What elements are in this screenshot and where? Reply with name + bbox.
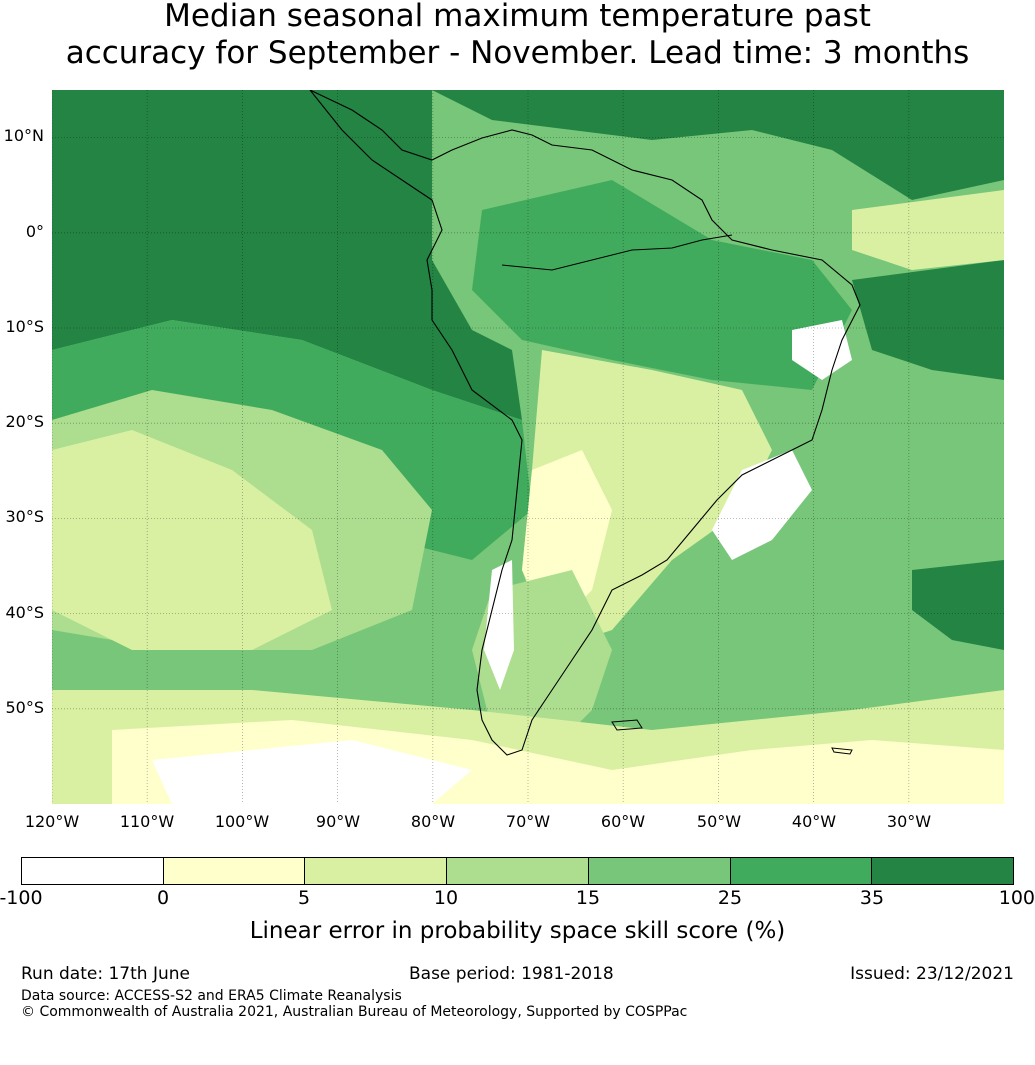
region-dark-atlantic bbox=[852, 260, 1004, 380]
legend-label: Linear error in probability space skill … bbox=[249, 918, 786, 944]
region-andes-white bbox=[484, 560, 514, 690]
lat-label-40s: 40°S bbox=[5, 603, 44, 622]
region-northeast-brazil-white bbox=[792, 320, 852, 380]
lon-label-100w: 100°W bbox=[214, 812, 270, 831]
lon-label-120w: 120°W bbox=[24, 812, 80, 831]
colorbar-segment bbox=[588, 858, 731, 884]
region-east-atlantic-pale bbox=[852, 190, 1004, 270]
lon-label-80w: 80°W bbox=[410, 812, 456, 831]
legend-tick: 0 bbox=[156, 887, 170, 909]
south-america-coastline bbox=[309, 90, 861, 756]
run-date: Run date: 17th June bbox=[21, 964, 190, 984]
base-period: Base period: 1981-2018 bbox=[409, 964, 614, 984]
copyright: © Commonwealth of Australia 2021, Austra… bbox=[21, 1004, 688, 1020]
region-southeast-brazil-white bbox=[712, 450, 812, 560]
region-amazon bbox=[472, 180, 852, 390]
region-southern-ocean-white bbox=[152, 740, 472, 804]
amazon-river bbox=[501, 234, 733, 271]
lon-label-40w: 40°W bbox=[791, 812, 837, 831]
colorbar-segment bbox=[730, 858, 873, 884]
tierra-del-fuego bbox=[611, 719, 853, 755]
lat-label-50s: 50°S bbox=[5, 698, 44, 717]
legend-tick: 25 bbox=[717, 887, 743, 909]
lon-label-60w: 60°W bbox=[600, 812, 646, 831]
legend-tick: -100 bbox=[0, 887, 43, 909]
legend-colorbar bbox=[21, 857, 1014, 885]
skill-score-map bbox=[52, 90, 1004, 804]
colorbar-segment bbox=[872, 858, 1014, 884]
lat-label-20s: 20°S bbox=[5, 412, 44, 431]
legend-tick: 5 bbox=[297, 887, 311, 909]
lon-label-110w: 110°W bbox=[119, 812, 175, 831]
legend-tick: 10 bbox=[433, 887, 459, 909]
map-title-line-2: accuracy for September - November. Lead … bbox=[65, 35, 970, 71]
legend-tick: 15 bbox=[575, 887, 601, 909]
lat-label-10n: 10°N bbox=[3, 126, 44, 145]
lon-label-30w: 30°W bbox=[886, 812, 932, 831]
region-dark-south-atlantic bbox=[912, 560, 1004, 650]
lon-label-70w: 70°W bbox=[505, 812, 551, 831]
map-canvas bbox=[52, 90, 1004, 804]
region-pale-pacific bbox=[52, 430, 332, 650]
data-source: Data source: ACCESS-S2 and ERA5 Climate … bbox=[21, 988, 402, 1004]
lon-label-50w: 50°W bbox=[696, 812, 742, 831]
region-dark-tropical-pacific bbox=[52, 90, 522, 420]
issued-date: Issued: 23/12/2021 bbox=[850, 964, 1014, 984]
lon-label-90w: 90°W bbox=[315, 812, 361, 831]
lat-label-10s: 10°S bbox=[5, 317, 44, 336]
colorbar-segment bbox=[163, 858, 306, 884]
map-title-line-1: Median seasonal maximum temperature past bbox=[164, 0, 871, 34]
colorbar-segment bbox=[447, 858, 589, 884]
region-dark-caribbean bbox=[432, 90, 1004, 200]
graticule bbox=[52, 90, 1004, 804]
lat-label-30s: 30°S bbox=[5, 507, 44, 526]
colorbar-segment bbox=[305, 858, 448, 884]
lat-label-0: 0° bbox=[25, 222, 44, 241]
colorbar-segment bbox=[22, 858, 164, 884]
legend-tick: 100 bbox=[998, 887, 1035, 909]
legend-tick: 35 bbox=[859, 887, 885, 909]
